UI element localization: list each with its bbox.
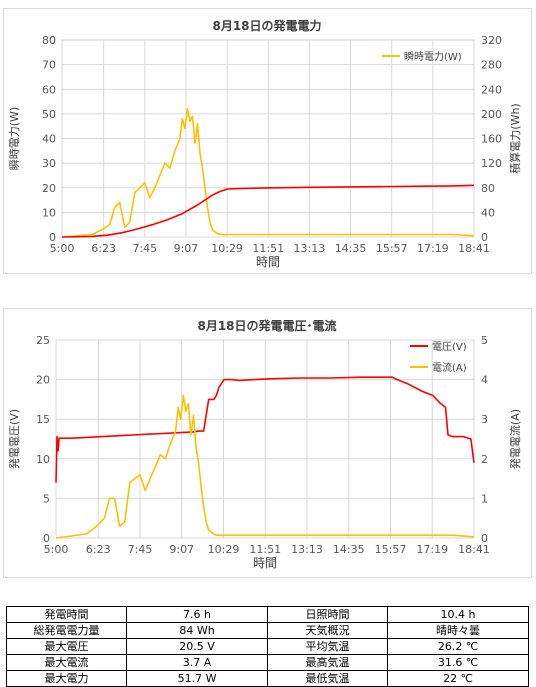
y2-tick-label: 1 xyxy=(481,492,488,505)
x-tick-label: 18:41 xyxy=(458,242,490,255)
y-tick-label: 10 xyxy=(42,206,56,219)
power-chart: 0 10 20 30 40 50 60 70 80 0 40 80 120 160 200 240 280 320… xyxy=(8,18,522,269)
y-tick-label: 70 xyxy=(42,59,56,72)
summary-label: 発電時間 xyxy=(5,606,128,623)
x-tick-label: 7:45 xyxy=(132,242,157,255)
y2-tick-label: 280 xyxy=(481,59,502,72)
x-tick-label: 17:19 xyxy=(416,543,448,556)
y2-axis-title: 積算電力(Wh) xyxy=(508,103,522,173)
y2-tick-label: 3 xyxy=(481,413,488,426)
summary-value: 51.7 W xyxy=(126,670,268,687)
x-tick-label: 11:51 xyxy=(252,242,284,255)
y-tick-label: 40 xyxy=(42,133,56,146)
y2-tick-label: 2 xyxy=(481,453,488,466)
y2-tick-label: 120 xyxy=(481,157,502,170)
chart-title: 8月18日の発電電力 xyxy=(212,18,321,33)
summary-label: 日照時間 xyxy=(266,606,389,623)
summary-value: 3.7 A xyxy=(126,654,268,671)
summary-label: 平均気温 xyxy=(266,638,389,655)
legend-label: 電流(A) xyxy=(432,361,467,374)
summary-row: 総発電電力量 84 Wh 天気概況 晴時々曇 xyxy=(5,622,529,639)
y-tick-label: 80 xyxy=(42,34,56,47)
summary-label: 天気概況 xyxy=(266,622,389,639)
y-tick-label: 15 xyxy=(36,413,50,426)
summary-label: 最大電流 xyxy=(5,654,128,671)
y2-tick-label: 4 xyxy=(481,374,488,387)
voltage-current-chart: 0 5 10 15 20 25 0 1 2 3 4 5 5:00 6:23 7:45 9:07 10:29 11:… xyxy=(7,318,522,570)
series-line xyxy=(61,184,475,238)
power-chart-panel: 0 10 20 30 40 50 60 70 80 0 40 80 120 160 200 240 280 320… xyxy=(3,8,532,274)
x-tick-label: 11:51 xyxy=(249,543,281,556)
y2-tick-label: 320 xyxy=(481,34,502,47)
y-tick-label: 30 xyxy=(42,157,56,170)
summary-row: 最大電流 3.7 A 最高気温 31.6 ℃ xyxy=(5,654,529,671)
summary-value: 26.2 ℃ xyxy=(387,638,529,655)
legend-label: 瞬時電力(W) xyxy=(404,50,462,63)
y-tick-label: 10 xyxy=(36,453,50,466)
x-tick-label: 18:41 xyxy=(458,543,490,556)
y-tick-label: 60 xyxy=(42,83,56,96)
x-tick-label: 14:35 xyxy=(333,543,365,556)
x-axis-title: 時間 xyxy=(253,556,277,570)
summary-label: 最高気温 xyxy=(266,654,389,671)
y2-tick-label: 0 xyxy=(481,532,488,545)
x-tick-label: 17:19 xyxy=(417,242,449,255)
x-tick-label: 10:29 xyxy=(211,242,243,255)
summary-row: 発電時間 7.6 h 日照時間 10.4 h xyxy=(5,606,529,623)
x-tick-label: 6:23 xyxy=(91,242,116,255)
summary-value: 84 Wh xyxy=(126,622,268,639)
x-tick-label: 9:07 xyxy=(169,543,194,556)
y2-tick-label: 0 xyxy=(481,231,488,244)
x-tick-label: 15:57 xyxy=(375,543,407,556)
voltage-current-chart-panel: 0 5 10 15 20 25 0 1 2 3 4 5 5:00 6:23 7:45 9:07 10:29 11:… xyxy=(3,308,532,578)
y2-tick-label: 240 xyxy=(481,83,502,96)
y2-tick-label: 5 xyxy=(481,334,488,347)
y-tick-label: 50 xyxy=(42,108,56,121)
x-tick-label: 5:00 xyxy=(44,543,69,556)
summary-value: 31.6 ℃ xyxy=(387,654,529,671)
summary-table: 発電時間 7.6 h 日照時間 10.4 h 総発電電力量 84 Wh 天気概況… xyxy=(5,606,529,687)
summary-value: 22 ℃ xyxy=(387,670,529,687)
summary-value: 10.4 h xyxy=(387,606,529,623)
x-tick-label: 9:07 xyxy=(174,242,199,255)
summary-value: 晴時々曇 xyxy=(387,622,529,639)
series-line xyxy=(61,108,475,238)
y-tick-label: 0 xyxy=(49,231,56,244)
x-tick-label: 13:13 xyxy=(291,543,323,556)
x-tick-label: 10:29 xyxy=(208,543,240,556)
series-line xyxy=(55,394,475,539)
y-axis-title: 瞬時電力(W) xyxy=(8,107,21,170)
summary-label: 最大電圧 xyxy=(5,638,128,655)
summary-row: 最大電力 51.7 W 最低気温 22 ℃ xyxy=(5,670,529,687)
y2-tick-label: 80 xyxy=(481,182,495,195)
summary-label: 最大電力 xyxy=(5,670,128,687)
x-tick-label: 14:35 xyxy=(335,242,367,255)
y-axis-title: 発電電圧(V) xyxy=(7,409,21,469)
x-tick-label: 6:23 xyxy=(86,543,111,556)
y2-tick-label: 160 xyxy=(481,133,502,146)
y-tick-label: 20 xyxy=(42,182,56,195)
y-tick-label: 25 xyxy=(36,334,50,347)
y-tick-label: 20 xyxy=(36,374,50,387)
y-tick-label: 5 xyxy=(43,492,50,505)
series-line xyxy=(55,376,475,483)
legend-label: 電圧(V) xyxy=(432,341,467,353)
y2-tick-label: 40 xyxy=(481,206,495,219)
x-tick-label: 5:00 xyxy=(50,242,75,255)
y-tick-label: 0 xyxy=(43,532,50,545)
summary-value: 7.6 h xyxy=(126,606,268,623)
summary-label: 最低気温 xyxy=(266,670,389,687)
summary-label: 総発電電力量 xyxy=(5,622,128,639)
chart-title: 8月18日の発電電圧･電流 xyxy=(197,318,336,333)
x-axis-title: 時間 xyxy=(256,255,280,269)
x-tick-label: 13:13 xyxy=(294,242,326,255)
x-tick-label: 15:57 xyxy=(376,242,408,255)
summary-row: 最大電圧 20.5 V 平均気温 26.2 ℃ xyxy=(5,638,529,655)
y2-axis-title: 発電電流(A) xyxy=(508,409,522,469)
summary-value: 20.5 V xyxy=(126,638,268,655)
y2-tick-label: 200 xyxy=(481,108,502,121)
x-tick-label: 7:45 xyxy=(128,543,153,556)
